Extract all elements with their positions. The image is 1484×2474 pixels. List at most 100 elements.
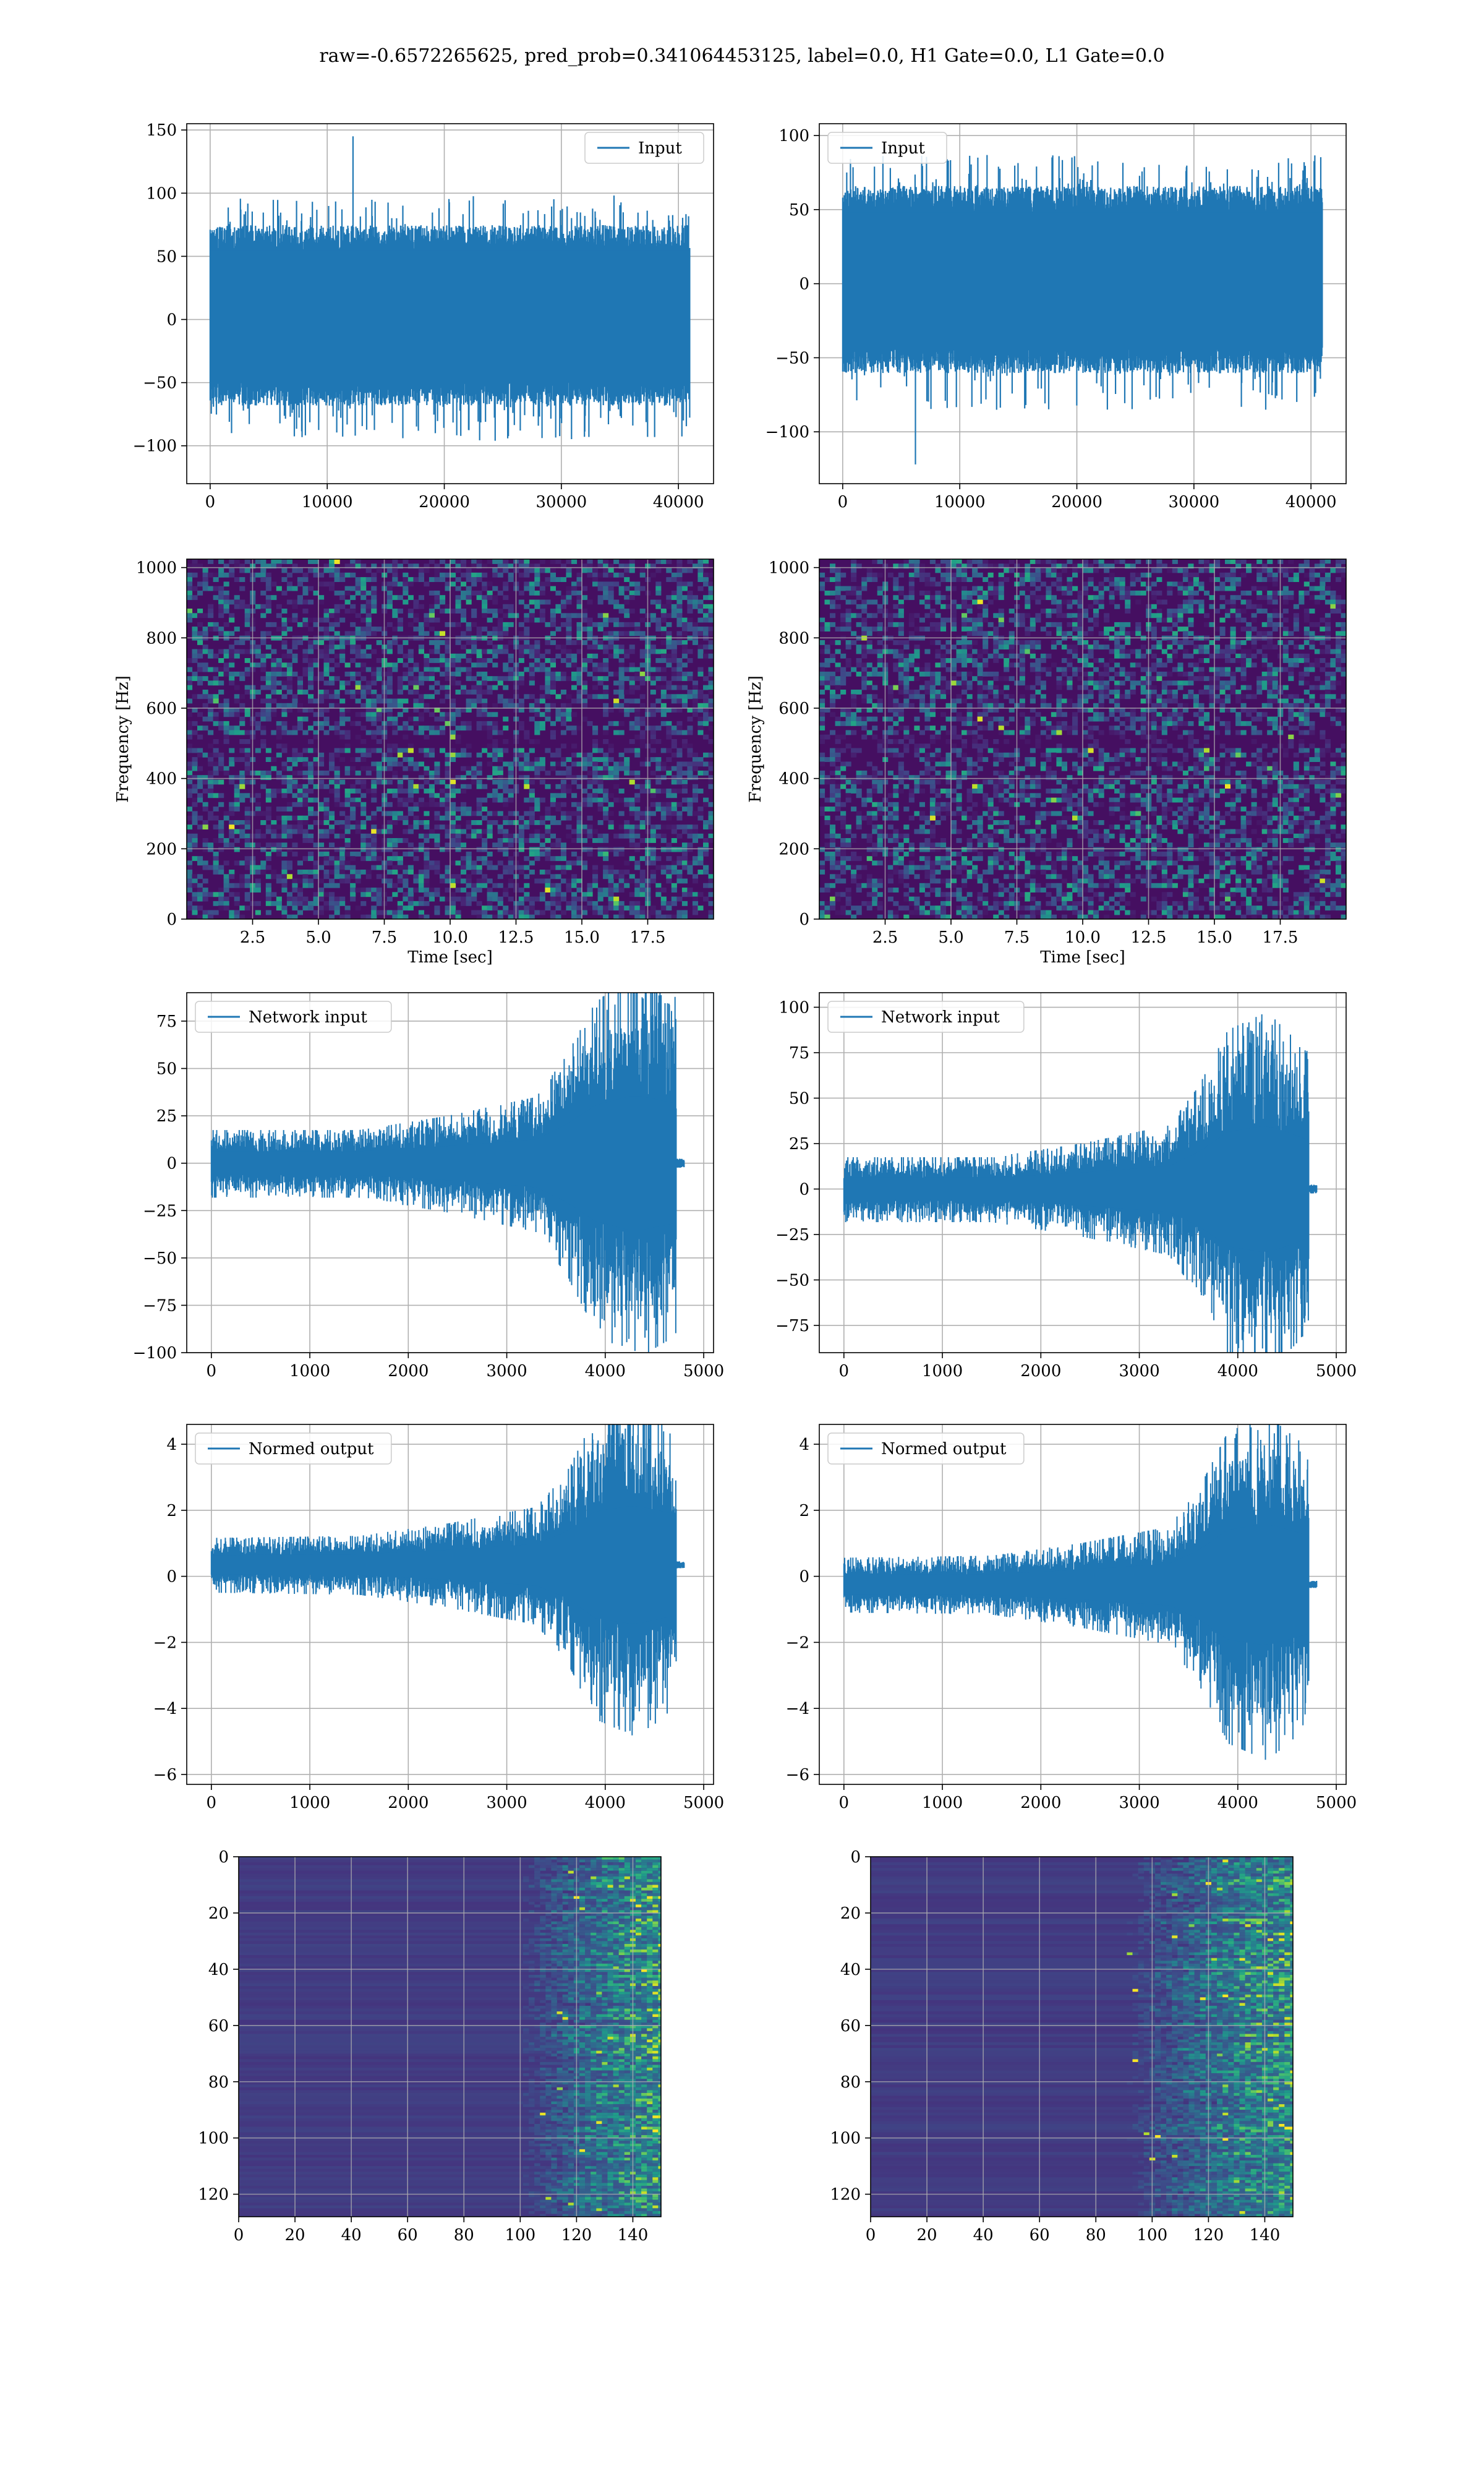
y-tick-label: 100 [778,127,809,145]
x-tick-label: 10.0 [432,928,468,947]
x-tick-label: 2.5 [240,928,265,947]
y-tick-label: −2 [153,1633,177,1652]
y-tick-label: 0 [166,910,177,929]
x-tick-label: 140 [1250,2226,1281,2245]
x-tick-label: 5.0 [938,928,963,947]
y-tick-label: 2 [166,1502,177,1520]
x-tick-label: 0 [207,1794,217,1812]
y-tick-label: −50 [143,374,177,393]
y-tick-label: 0 [166,311,177,330]
chart-input-h1: Input 0 10000 20000 30000 40000 −100 −50 0 50 100 1… [133,121,714,511]
y-tick-label: 50 [789,1089,809,1108]
y-axis-label: Frequency [Hz] [114,675,132,803]
x-tick-label: 100 [505,2226,536,2245]
x-tick-label: 20000 [1051,493,1102,511]
x-tick-label: 2000 [388,1362,429,1380]
chart-feat-h1: 0 20 40 60 80 100 120 140 0 20 40 60 80 100 120 [198,1848,662,2245]
y-tick-label: −25 [775,1226,809,1244]
x-tick-label: 7.5 [1004,928,1030,947]
heatmap-feat-h1 [239,1857,661,2217]
x-tick-label: 1000 [289,1794,330,1812]
legend: Normed output [195,1432,392,1465]
y-tick-label: 0 [799,1568,809,1586]
axes-frame [819,992,1347,1353]
series-core [211,1096,676,1230]
x-tick-label: 3000 [1119,1794,1159,1812]
legend: Input [584,132,704,164]
x-tick-label: 1000 [289,1362,330,1380]
y-tick-label: −4 [153,1700,177,1718]
legend: Input [827,132,947,164]
x-tick-label: 20 [285,2226,305,2245]
series-tail [675,1158,685,1168]
y-tick-label: 1000 [769,559,809,578]
x-axis-label: Time [sec] [1040,948,1125,967]
x-tick-label: 4000 [1217,1794,1258,1812]
chart-feat-l1: 0 20 40 60 80 100 120 140 0 20 40 60 80 100 120 [830,1848,1294,2245]
chart-input-l1: Input 0 10000 20000 30000 40000 −100 −50 0 50 100 [765,123,1347,511]
legend: Normed output [827,1432,1025,1465]
series-core [210,250,690,382]
x-tick-label: 120 [1193,2226,1224,2245]
series-input-h1 [209,136,691,441]
x-tick-label: 0 [839,1362,850,1380]
y-tick-label: 0 [218,1848,229,1867]
x-tick-label: 0 [866,2226,876,2245]
y-tick-label: 25 [156,1107,177,1126]
grid-lines [819,559,1346,920]
y-tick-label: 1000 [136,559,177,578]
y-tick-label: 40 [208,1961,229,1979]
x-tick-label: 0 [839,1794,850,1812]
y-tick-label: 4 [799,1436,809,1454]
x-tick-label: 4000 [585,1362,626,1380]
x-tick-label: 5000 [1316,1794,1357,1812]
figure-title: raw=-0.6572265625, pred_prob=0.341064453… [319,45,1164,67]
x-tick-label: 30000 [1169,493,1220,511]
y-tick-label: 600 [778,700,809,718]
x-tick-label: 40000 [1286,493,1337,511]
y-tick-label: −6 [786,1766,809,1784]
chart-spec-h1: 2.5 5.0 7.5 10.0 12.5 15.0 17.5 0 200 400 600 800 10… [114,559,714,967]
x-tick-label: 30000 [536,493,587,511]
series-normed-h1 [210,1424,685,1736]
y-tick-label: 0 [799,1180,809,1199]
y-tick-label: 120 [830,2186,861,2204]
chart-normed-h1: Normed output 0 1000 2000 3000 4000 5000 −6 −4 −2… [153,1424,724,1812]
y-tick-label: −75 [775,1317,809,1335]
chart-spec-l1: 2.5 5.0 7.5 10.0 12.5 15.0 17.5 0 200 400 600 800 10… [746,559,1347,967]
y-tick-label: 4 [166,1436,177,1454]
y-tick-label: 100 [198,2129,229,2148]
axes-frame [870,1856,1294,2217]
y-tick-label: −75 [143,1296,177,1315]
y-tick-label: 800 [778,629,809,648]
y-tick-label: 50 [789,201,809,220]
x-tick-label: 4000 [585,1794,626,1812]
x-tick-label: 20000 [419,493,470,511]
y-tick-label: 40 [840,1961,861,1979]
x-tick-label: 1000 [922,1362,963,1380]
legend-label: Network input [249,1008,367,1027]
axes-frame [238,1856,662,2217]
chart-normed-l1: Normed output 0 1000 2000 3000 4000 5000 −6 −4 −2… [786,1424,1357,1812]
y-tick-label: 60 [840,2017,861,2035]
x-tick-label: 17.5 [630,928,666,947]
legend-label: Input [638,139,682,158]
chart-netin-h1: Network input 0 1000 2000 3000 4000 5000 −100 −7… [133,992,724,1380]
y-tick-label: 80 [208,2073,229,2092]
series-tail [675,1561,685,1569]
x-tick-label: 5.0 [305,928,331,947]
y-tick-label: 75 [789,1044,809,1063]
x-tick-label: 12.5 [498,928,534,947]
x-tick-label: 10.0 [1065,928,1101,947]
y-tick-label: 100 [146,184,177,203]
y-tick-label: 2 [799,1502,809,1520]
x-tick-label: 0 [207,1362,217,1380]
x-axis-label: Time [sec] [407,948,493,967]
legend-label: Normed output [249,1440,374,1458]
legend: Network input [827,1001,1025,1033]
x-tick-label: 0 [234,2226,244,2245]
x-tick-label: 10000 [302,493,353,511]
axes-frame [819,1424,1347,1785]
x-tick-label: 3000 [486,1362,527,1380]
y-tick-label: −50 [775,349,809,367]
